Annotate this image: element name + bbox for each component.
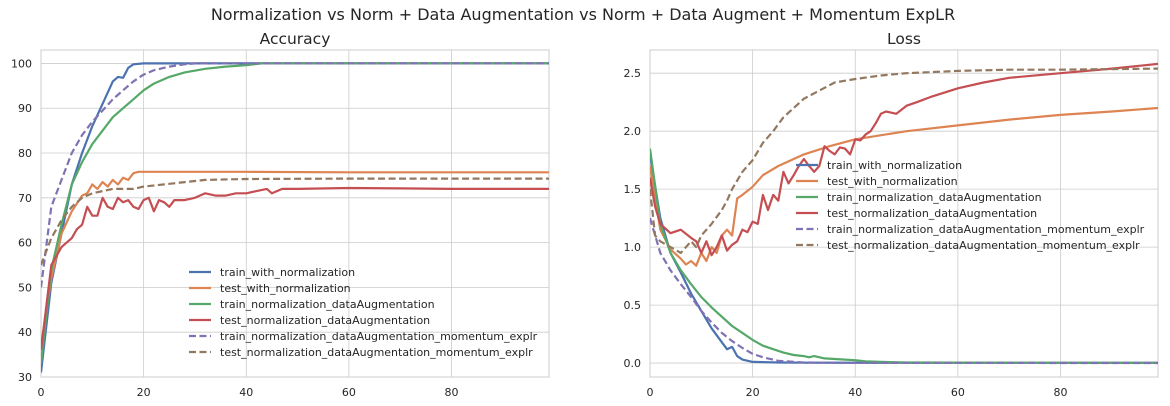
accuracy-series-line-test_with_normalization	[41, 170, 549, 346]
loss-x-tick-label: 60	[951, 386, 965, 399]
loss-y-tick-label: 1.5	[624, 183, 642, 196]
accuracy-series-line-train_normalization_dataAugmentation	[41, 62, 549, 364]
loss-y-tick-label: 0.0	[624, 357, 642, 370]
accuracy-legend-label: test_normalization_dataAugmentation	[220, 314, 430, 327]
loss-legend-label: train_normalization_dataAugmentation	[827, 191, 1042, 204]
accuracy-y-tick-label: 80	[18, 147, 32, 160]
accuracy-legend: train_with_normalization test_with_normal…	[189, 266, 538, 359]
accuracy-y-tick-label: 100	[11, 57, 32, 70]
accuracy-plot-area	[40, 49, 550, 378]
loss-x-tick-label: 40	[848, 386, 862, 399]
accuracy-x-tick-label: 80	[445, 386, 459, 399]
loss-legend-label: train_normalization_dataAugmentation_mom…	[827, 223, 1145, 236]
accuracy-x-tick-label: 40	[239, 386, 253, 399]
accuracy-series-line-test_normalization_dataAugmentation	[41, 186, 549, 351]
loss-y-tick-label: 2.0	[624, 125, 642, 138]
accuracy-y-tick-label: 50	[18, 281, 32, 294]
accuracy-x-tick-label: 20	[137, 386, 151, 399]
accuracy-legend-label: train_normalization_dataAugmentation	[220, 298, 435, 311]
loss-y-tick-label: 1.0	[624, 241, 642, 254]
loss-x-tick-label: 20	[746, 386, 760, 399]
loss-legend-label: train_with_normalization	[827, 159, 962, 172]
accuracy-legend-label: train_with_normalization	[220, 266, 355, 279]
accuracy-y-tick-label: 90	[18, 102, 32, 115]
accuracy-y-tick-label: 30	[18, 371, 32, 384]
loss-series-line-test_normalization_dataAugmentation_momentum_explr	[650, 67, 1158, 254]
accuracy-series-line-test_normalization_dataAugmentation_momentum_explr	[41, 177, 549, 266]
loss-legend-label: test_normalization_dataAugmentation_mome…	[827, 239, 1140, 252]
loss-title: Loss	[887, 30, 921, 48]
loss-x-tick-label: 0	[647, 386, 654, 399]
accuracy-y-tick-label: 40	[18, 326, 32, 339]
loss-series-line-test_with_normalization	[650, 106, 1158, 267]
loss-y-tick-label: 0.5	[624, 299, 642, 312]
accuracy-title: Accuracy	[260, 30, 331, 48]
accuracy-legend-label: train_normalization_dataAugmentation_mom…	[220, 330, 538, 343]
accuracy-x-tick-label: 0	[38, 386, 45, 399]
loss-y-tick-label: 2.5	[624, 67, 642, 80]
loss-panel: 0 20 40 60 80 0.0 0.5 1.0 1.5 2.0 2.5 Loss train_wit…	[624, 30, 1159, 399]
loss-legend-label: test_normalization_dataAugmentation	[827, 207, 1037, 220]
loss-legend-label: test_with_normalization	[827, 175, 958, 188]
accuracy-y-tick-label: 60	[18, 237, 32, 250]
loss-series-line-train_normalization_dataAugmentation	[650, 148, 1158, 364]
figure-title: Normalization vs Norm + Data Augmentatio…	[211, 5, 955, 24]
accuracy-x-tick-label: 60	[342, 386, 356, 399]
accuracy-y-tick-label: 70	[18, 192, 32, 205]
loss-legend: train_with_normalization test_with_normal…	[796, 159, 1145, 252]
loss-series-line-test_normalization_dataAugmentation	[650, 62, 1158, 257]
loss-series-line-train_normalization_dataAugmentation_momentum_explr	[650, 217, 1158, 365]
accuracy-legend-label: test_normalization_dataAugmentation_mome…	[220, 346, 533, 359]
accuracy-legend-label: test_with_normalization	[220, 282, 351, 295]
accuracy-series-line-train_normalization_dataAugmentation_momentum_explr	[41, 62, 549, 288]
loss-x-tick-label: 80	[1054, 386, 1068, 399]
accuracy-panel: 0 20 40 60 80 30 40 50 60 70 80 90 100 Accuracy train_…	[11, 30, 550, 399]
